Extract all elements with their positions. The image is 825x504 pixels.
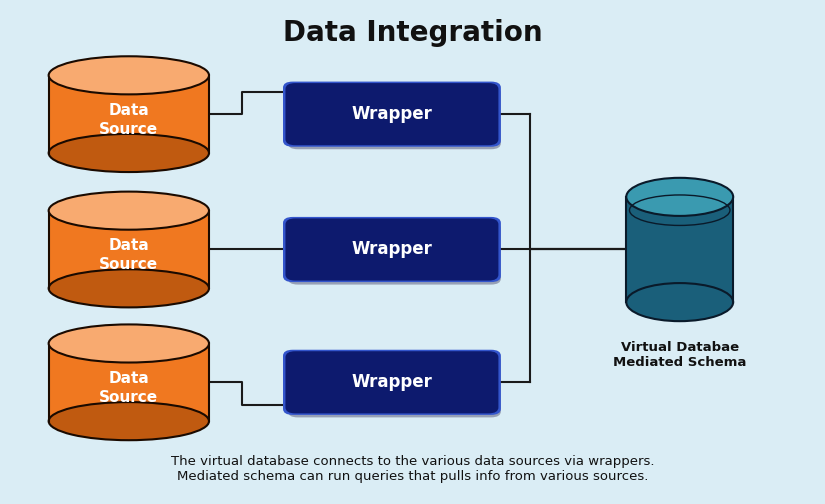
- Polygon shape: [626, 197, 733, 302]
- Text: Wrapper: Wrapper: [351, 240, 432, 259]
- Ellipse shape: [49, 325, 209, 362]
- FancyBboxPatch shape: [283, 82, 501, 147]
- Ellipse shape: [49, 402, 209, 440]
- FancyBboxPatch shape: [285, 218, 498, 281]
- Text: Data
Source: Data Source: [99, 238, 158, 272]
- FancyBboxPatch shape: [283, 217, 501, 282]
- Text: Data Integration: Data Integration: [283, 19, 542, 47]
- Ellipse shape: [49, 134, 209, 172]
- FancyBboxPatch shape: [285, 351, 498, 413]
- Polygon shape: [49, 211, 209, 288]
- FancyBboxPatch shape: [288, 222, 501, 285]
- Text: Wrapper: Wrapper: [351, 373, 432, 391]
- Text: Data
Source: Data Source: [99, 103, 158, 137]
- FancyBboxPatch shape: [283, 350, 501, 415]
- FancyBboxPatch shape: [285, 83, 498, 145]
- FancyBboxPatch shape: [288, 355, 501, 417]
- Ellipse shape: [626, 178, 733, 216]
- FancyBboxPatch shape: [288, 87, 501, 149]
- Text: Data
Source: Data Source: [99, 371, 158, 405]
- Text: Wrapper: Wrapper: [351, 105, 432, 123]
- Text: The virtual database connects to the various data sources via wrappers.
Mediated: The virtual database connects to the var…: [171, 455, 654, 482]
- Text: Virtual Databae
Mediated Schema: Virtual Databae Mediated Schema: [613, 341, 747, 369]
- Ellipse shape: [49, 269, 209, 307]
- Polygon shape: [49, 343, 209, 421]
- Ellipse shape: [626, 283, 733, 321]
- Polygon shape: [49, 75, 209, 153]
- Ellipse shape: [49, 56, 209, 94]
- Ellipse shape: [49, 192, 209, 230]
